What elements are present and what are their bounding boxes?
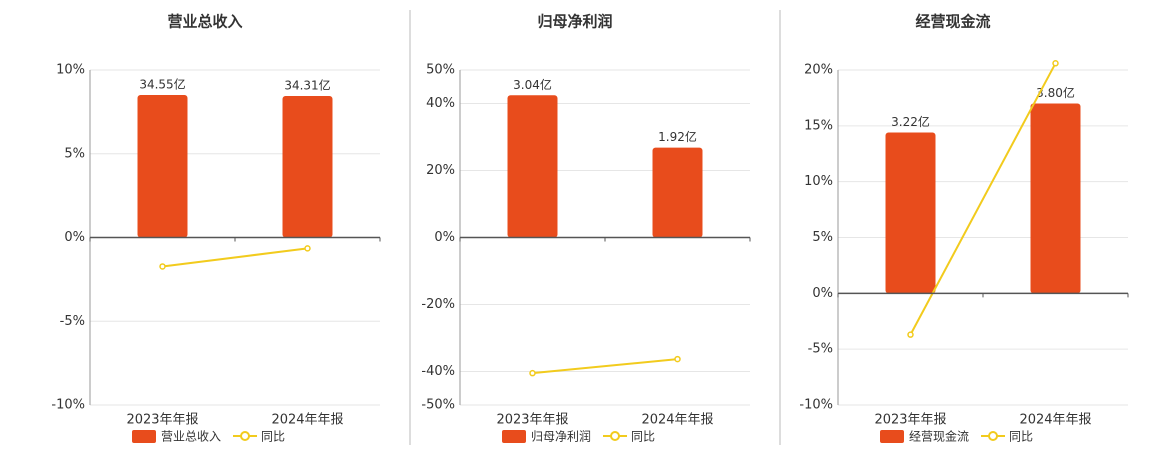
legend-swatch (880, 430, 904, 443)
y-tick-label: -20% (421, 297, 455, 312)
y-tick-label: 5% (64, 146, 85, 161)
line (162, 247, 308, 268)
point (304, 245, 311, 252)
legend-label: 同比 (1009, 430, 1033, 444)
legend-marker (240, 431, 251, 441)
point (1052, 60, 1059, 67)
legend-label: 同比 (261, 430, 285, 444)
x-tick-label: 2023年年报 (874, 413, 946, 428)
y-tick-label: 10% (804, 174, 833, 189)
x-tick-label: 2024年年报 (271, 413, 343, 428)
y-tick-label: -5% (60, 314, 85, 329)
point (907, 331, 914, 338)
y-tick-label: 10% (56, 63, 85, 78)
bar (282, 95, 333, 238)
y-tick-label: 50% (426, 63, 455, 78)
bar (652, 147, 703, 238)
x-tick-label: 2023年年报 (126, 413, 198, 428)
y-tick-label: -40% (421, 364, 455, 379)
y-tick-label: 20% (804, 63, 833, 78)
y-tick-label: 20% (426, 163, 455, 178)
legend-marker (610, 431, 621, 441)
y-tick-label: 0% (434, 230, 455, 245)
chart-title: 营业总收入 (167, 13, 242, 31)
legend-marker (988, 431, 999, 441)
legend-label: 经营现金流 (909, 429, 969, 444)
value-label: 3.04亿 (513, 77, 552, 92)
y-tick-label: -50% (421, 398, 455, 413)
point (529, 369, 536, 377)
value-label: 3.22亿 (891, 114, 930, 129)
legend-swatch (132, 430, 156, 443)
y-tick-label: -10% (51, 398, 85, 413)
x-tick-label: 2024年年报 (1019, 413, 1091, 428)
point (674, 355, 681, 363)
y-tick-label: 0% (64, 230, 85, 245)
line (532, 358, 678, 375)
x-tick-label: 2024年年报 (641, 413, 713, 428)
chart-title: 经营现金流 (915, 13, 990, 31)
bar (885, 132, 936, 294)
chart-title: 归母净利润 (537, 13, 612, 31)
line (909, 62, 1057, 336)
legend-swatch (502, 430, 526, 443)
bar (1030, 103, 1081, 294)
value-label: 34.31亿 (284, 77, 330, 92)
x-tick-label: 2023年年报 (496, 413, 568, 428)
value-label: 34.55亿 (139, 76, 185, 91)
value-label: 3.80亿 (1036, 85, 1075, 100)
y-tick-label: -10% (799, 398, 833, 413)
point (159, 263, 166, 270)
y-tick-label: -5% (808, 342, 833, 357)
legend-label: 营业总收入 (161, 430, 221, 444)
y-tick-label: 15% (804, 118, 833, 133)
legend-label: 归母净利润 (531, 430, 591, 444)
legend-label: 同比 (631, 430, 655, 444)
y-tick-label: 0% (812, 286, 833, 301)
y-tick-label: 5% (812, 230, 833, 245)
y-tick-label: 40% (426, 96, 455, 111)
bar (137, 94, 188, 238)
bar (507, 95, 558, 238)
value-label: 1.92亿 (658, 129, 697, 144)
